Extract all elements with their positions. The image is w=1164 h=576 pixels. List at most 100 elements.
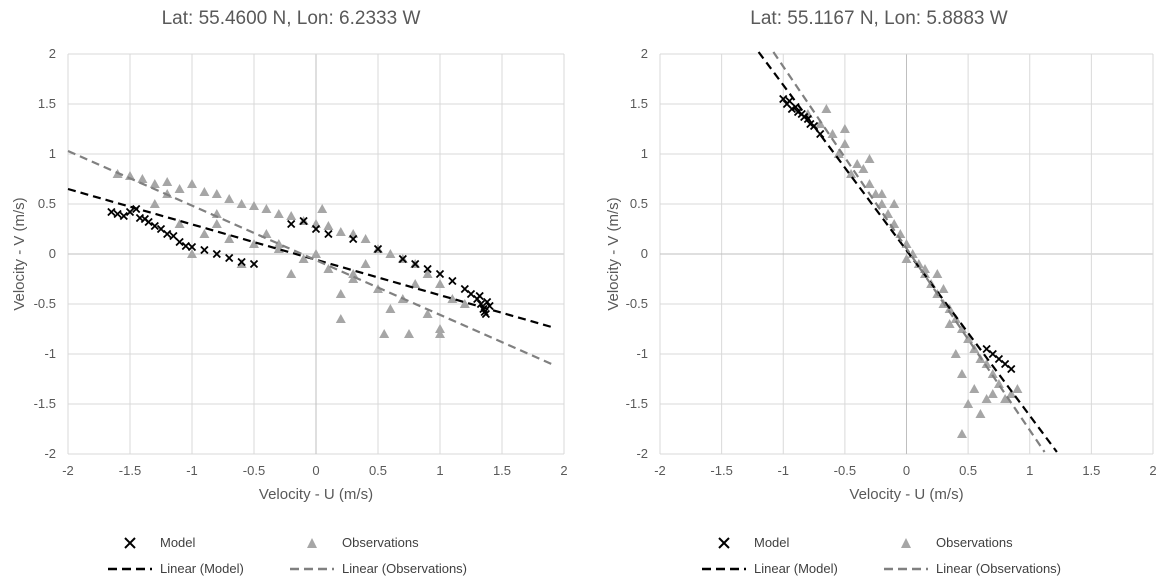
model-point	[448, 276, 457, 286]
observation-point	[827, 129, 838, 138]
scatter-plot-left: -2 -1.5 -1 -0.5 0 0.5 1 1.5 2 2 1.5 1 0.5 0 -0.5 -1 -1.5…	[11, 46, 568, 503]
observation-point	[323, 221, 334, 230]
observation-point	[335, 289, 346, 298]
x-tick-label: -0.5	[834, 463, 856, 478]
observation-point	[447, 294, 458, 303]
x-tick-label: 0	[312, 463, 319, 478]
observation-point	[379, 329, 390, 338]
dashed-line-icon	[884, 566, 928, 572]
x-tick-label: -1	[777, 463, 789, 478]
y-tick-label: -2	[636, 446, 648, 461]
observation-point	[987, 369, 998, 378]
x-tick-label: 1	[436, 463, 443, 478]
model-point	[1007, 364, 1016, 374]
model-point	[411, 259, 420, 269]
observation-point	[950, 349, 961, 358]
model-point	[249, 259, 259, 269]
model-point	[150, 221, 159, 231]
y-tick-label: 0	[49, 246, 56, 261]
observation-point	[162, 177, 173, 186]
observation-point	[187, 249, 197, 258]
observation-point	[889, 199, 900, 208]
x-tick-label: 1	[1026, 463, 1033, 478]
x-tick-label: 2	[560, 463, 567, 478]
x-tick-label: -2	[62, 463, 74, 478]
model-point	[299, 216, 308, 226]
x-marker-icon	[702, 536, 746, 549]
observation-point	[950, 314, 961, 323]
model-point	[324, 229, 333, 239]
y-tick-label: -0.5	[34, 296, 56, 311]
observation-point	[981, 359, 992, 368]
observation-point	[901, 254, 912, 263]
x-tick-label: -1.5	[119, 463, 141, 478]
y-tick-label: -0.5	[626, 296, 648, 311]
model-point	[373, 244, 383, 254]
x-axis-label: Velocity - U (m/s)	[259, 486, 373, 503]
x-tick-label: 1.5	[1082, 463, 1100, 478]
x-tick-label: 0.5	[959, 463, 977, 478]
observation-point	[422, 269, 433, 278]
model-point	[423, 264, 432, 274]
observation-point	[149, 179, 160, 188]
observation-point	[273, 239, 284, 248]
observation-point	[249, 239, 259, 248]
observation-point	[864, 154, 875, 163]
legend-label-model: Model	[160, 535, 196, 550]
observation-point	[261, 229, 272, 238]
observation-point	[459, 299, 470, 308]
chart-title: Lat: 55.1167 N, Lon: 5.8883 W	[750, 8, 1008, 29]
y-tick-label: 1.5	[630, 96, 648, 111]
legend-item-linear-observations: Linear (Observations)	[290, 561, 467, 576]
y-tick-label: 1.5	[38, 96, 56, 111]
observation-point	[435, 324, 445, 333]
observation-point	[211, 189, 222, 198]
legend: Model Observations Linear (Model) Linear…	[0, 530, 582, 576]
model-point	[311, 224, 321, 234]
observation-point	[846, 169, 857, 178]
y-tick-label: 0	[641, 246, 648, 261]
observation-point	[858, 164, 869, 173]
observation-point	[236, 259, 247, 268]
observation-point	[404, 329, 414, 338]
observation-point	[199, 229, 210, 238]
observation-point	[273, 209, 284, 218]
dashed-line-icon	[108, 566, 152, 572]
observation-point	[987, 389, 998, 398]
y-tick-label: -1.5	[626, 396, 648, 411]
observation-point	[137, 174, 148, 183]
x-marker-icon	[108, 536, 152, 549]
x-tick-label: -2	[654, 463, 666, 478]
model-point	[119, 211, 128, 221]
model-point	[779, 94, 788, 104]
observation-point	[311, 249, 321, 258]
observation-point	[211, 219, 222, 228]
observation-point	[956, 429, 967, 438]
legend-item-observations: Observations	[884, 535, 1013, 550]
observation-point	[286, 211, 297, 220]
observation-point	[323, 264, 334, 273]
observation-point	[360, 259, 371, 268]
model-point	[398, 254, 407, 264]
model-point	[225, 253, 234, 263]
legend-item-linear-model: Linear (Model)	[108, 561, 244, 576]
model-point	[482, 297, 492, 307]
observation-point	[335, 314, 346, 323]
y-tick-label: 2	[641, 46, 648, 61]
model-point	[476, 299, 486, 309]
legend-item-model: Model	[702, 535, 789, 550]
model-point	[107, 207, 116, 217]
observation-point	[286, 269, 297, 278]
legend-item-model: Model	[108, 535, 195, 550]
triangle-marker-icon	[290, 537, 334, 549]
legend-label-observations: Observations	[936, 535, 1013, 550]
y-tick-label: 1	[641, 146, 648, 161]
model-point	[475, 291, 484, 301]
scatter-plot-right: -2 -1.5 -1 -0.5 0 0.5 1 1.5 2 2 1.5 1 0.5 0 -0.5 -1 -1.5…	[605, 46, 1157, 503]
observation-point	[317, 204, 328, 213]
dashed-line-icon	[290, 566, 334, 572]
y-axis-label: Velocity - V (m/s)	[11, 197, 28, 310]
chart-panel-right: Lat: 55.1167 N, Lon: 5.8883 W -2 -1.5 -1 -0…	[594, 0, 1164, 576]
observation-point	[385, 249, 396, 258]
observation-point	[174, 219, 185, 228]
